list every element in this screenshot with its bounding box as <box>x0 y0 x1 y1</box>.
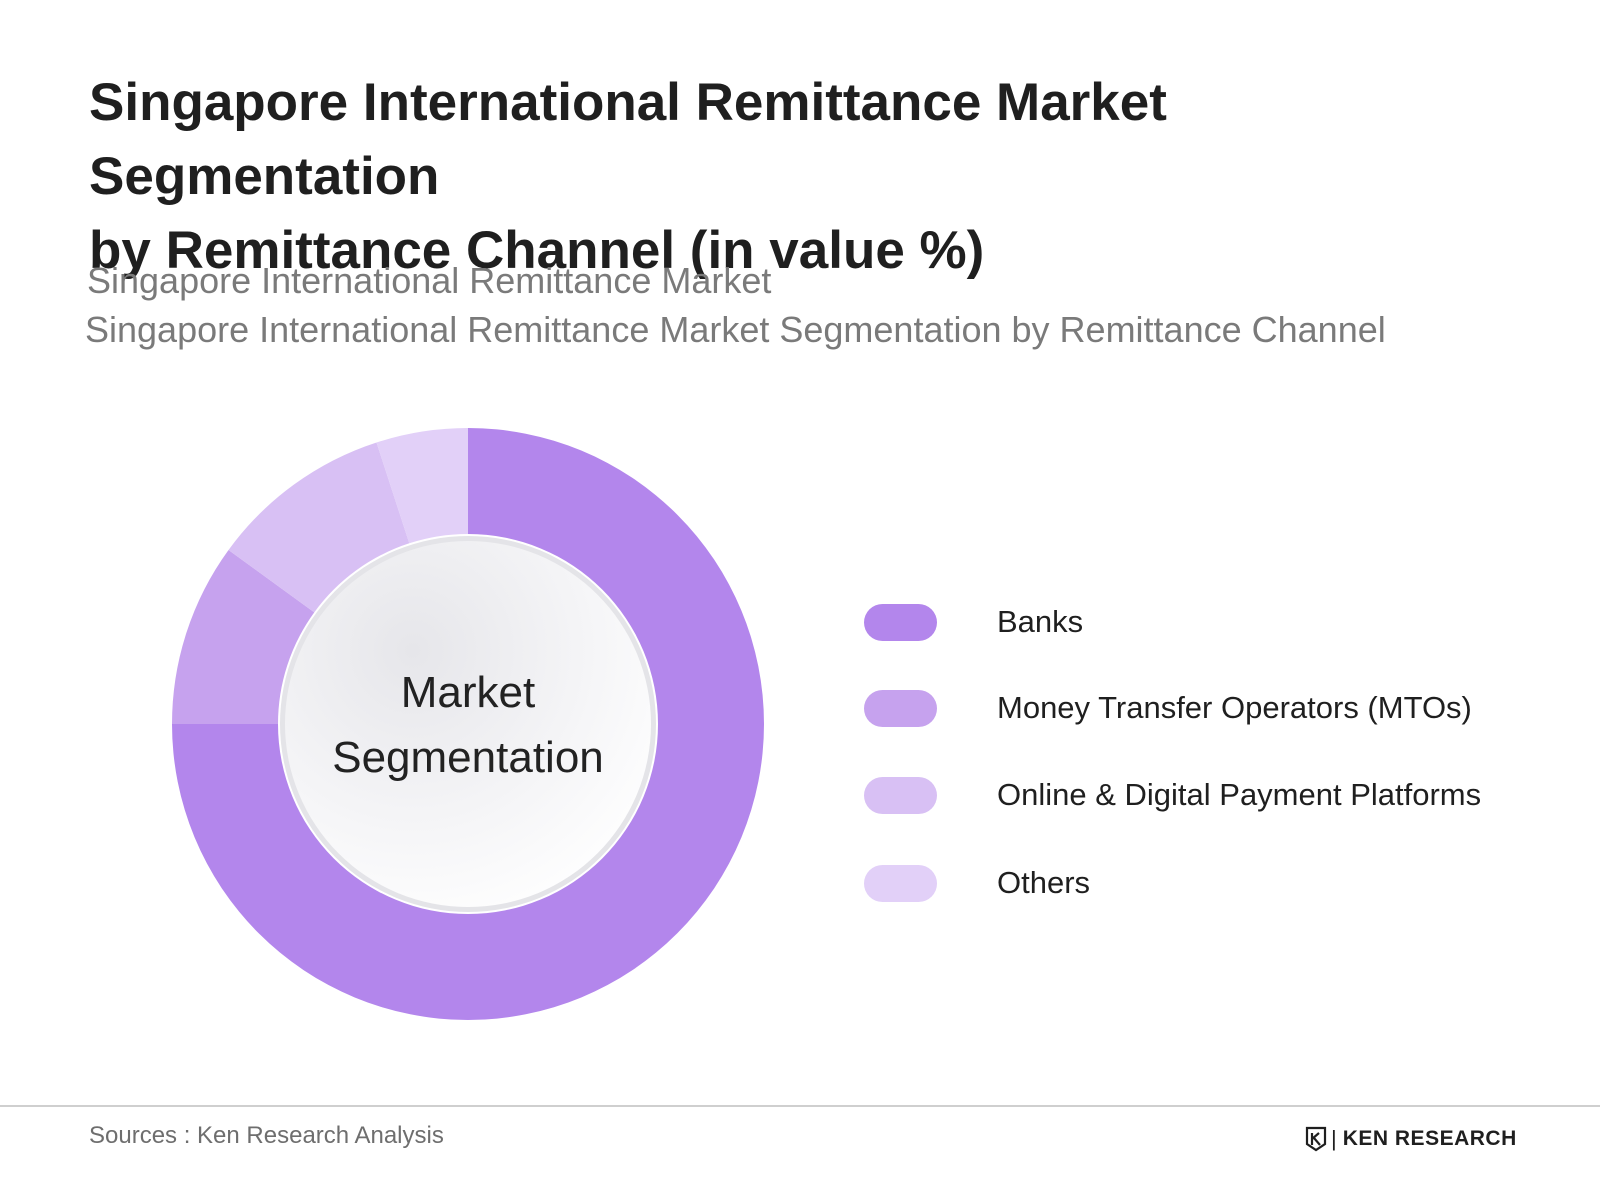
chart-title-line1: Singapore International Remittance Marke… <box>89 73 1167 206</box>
legend-label: Others <box>997 865 1091 900</box>
chart-title-line2: by Remittance Channel (in value %) <box>89 221 985 280</box>
donut-slice-money-transfer-operators-mtos <box>172 550 315 724</box>
donut-slice-banks <box>172 428 764 1020</box>
legend-item-online-platforms: Online & Digital Payment Platforms <box>864 775 1564 815</box>
legend-label: Online & Digital Payment Platforms <box>997 777 1482 812</box>
donut-slices <box>172 428 764 1020</box>
source-note: Sources : Ken Research Analysis <box>89 1122 444 1149</box>
subtitle-market: Singapore International Remittance Marke… <box>87 260 772 301</box>
chart-title: Singapore International Remittance Marke… <box>89 66 1529 288</box>
center-label-line2: Segmentation <box>332 733 604 782</box>
center-label-line1: Market <box>400 668 536 717</box>
legend-label: Money Transfer Operators (MTOs) <box>997 690 1472 725</box>
footer-divider <box>0 1105 1600 1107</box>
donut-slice-others <box>376 428 468 544</box>
legend-label: Banks <box>997 604 1084 639</box>
ken-research-logo-icon <box>1305 1126 1327 1152</box>
subtitle-segmentation: Singapore International Remittance Marke… <box>85 309 1386 350</box>
donut-hub <box>285 541 651 907</box>
legend-swatch <box>864 689 937 727</box>
legend-item-mtos: Money Transfer Operators (MTOs) <box>864 688 1564 728</box>
legend-swatch <box>864 776 937 814</box>
legend-swatch <box>864 603 937 641</box>
donut-center-label: Market Segmentation <box>288 660 648 790</box>
legend-swatch <box>864 864 937 902</box>
brand-logo: | KEN RESEARCH <box>1305 1126 1517 1152</box>
donut-slice-online-digital-payment-platforms <box>228 442 410 613</box>
brand-name: KEN RESEARCH <box>1342 1127 1517 1150</box>
brand-separator: | <box>1331 1126 1337 1151</box>
legend-item-others: Others <box>864 863 1564 903</box>
legend-item-banks: Banks <box>864 602 1564 642</box>
